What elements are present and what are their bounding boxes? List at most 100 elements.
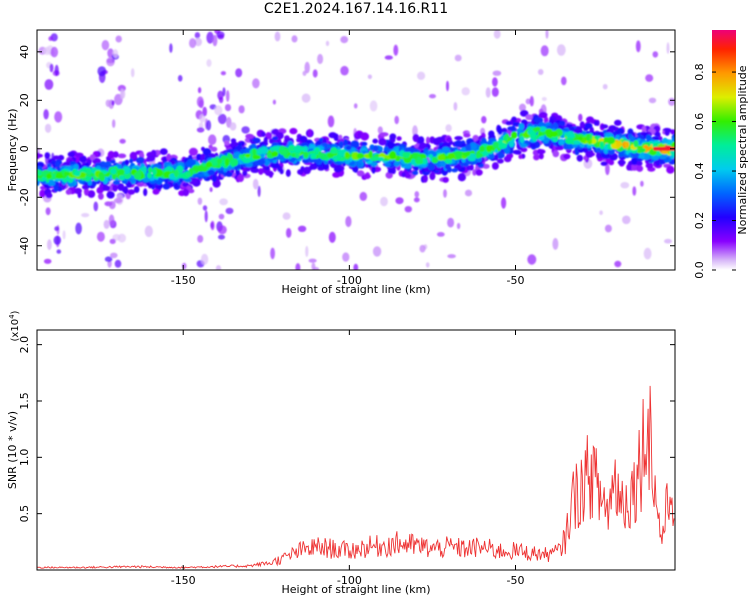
heatmap-bg-blob — [429, 94, 436, 99]
heatmap-cell — [482, 163, 490, 169]
heatmap-cell — [576, 154, 583, 162]
heatmap-bg-blob — [202, 106, 207, 117]
heatmap-cell — [202, 148, 212, 156]
heatmap-cell — [444, 163, 450, 170]
heatmap-cell — [361, 141, 368, 147]
colorbar-label: Normalized spectral amplitude — [736, 65, 749, 234]
heatmap-bg-blob — [204, 210, 208, 223]
heatmap-cell — [74, 170, 81, 177]
heatmap-bg-blob — [196, 127, 205, 133]
heatmap-cell — [338, 140, 344, 149]
heatmap-cell — [387, 142, 393, 149]
heatmap-bg-blob — [252, 78, 260, 89]
heatmap-bg-blob — [304, 61, 310, 74]
heatmap-bg-blob — [395, 197, 404, 205]
heatmap-cell — [356, 170, 365, 177]
heatmap-bg-blob — [202, 205, 208, 211]
heatmap-bg-blob — [120, 88, 124, 100]
heatmap-cell — [47, 179, 56, 187]
heatmap-cell — [207, 169, 215, 176]
heatmap-cell — [117, 183, 125, 191]
heatmap-cell — [572, 140, 581, 145]
heatmap-bg-blob — [328, 231, 336, 243]
heatmap-cell — [600, 161, 608, 166]
heatmap-cell — [418, 142, 427, 150]
heatmap-cell — [271, 150, 279, 158]
heatmap-bg-blob — [340, 36, 349, 44]
heatmap-cell — [463, 133, 471, 138]
heatmap-cell — [210, 146, 218, 152]
heatmap-cell — [442, 176, 449, 183]
heatmap-cell — [293, 145, 302, 153]
heatmap-bg-blob — [599, 210, 603, 215]
heatmap-bg-blob — [252, 178, 259, 190]
heatmap-cell — [536, 149, 546, 155]
x-tick-label: -100 — [337, 274, 362, 287]
heatmap-cell — [301, 146, 306, 152]
heatmap-cell — [530, 143, 536, 148]
heatmap-bg-blob — [177, 75, 183, 82]
heatmap-bg-blob — [456, 222, 461, 230]
heatmap-cell — [299, 135, 307, 142]
heatmap-cell — [609, 152, 618, 161]
heatmap-y-ticks: -40 -20 0 20 40 — [18, 45, 675, 255]
heatmap-cell — [98, 192, 104, 200]
heatmap-cell — [666, 165, 675, 174]
heatmap-cell — [497, 158, 504, 164]
heatmap-bg-blob — [311, 262, 316, 270]
x-tick-label: -150 — [171, 574, 196, 587]
heatmap-cell — [289, 127, 298, 135]
heatmap-cell — [146, 155, 156, 162]
heatmap-cell — [437, 154, 446, 161]
colorbar-tick-label: 0.6 — [693, 113, 706, 130]
x-tick-label: -100 — [337, 574, 362, 587]
heatmap-bg-blob — [197, 235, 204, 243]
heatmap-bg-blob — [286, 228, 292, 238]
heatmap-cell — [316, 140, 322, 146]
heatmap-cell — [502, 135, 508, 142]
heatmap-cell — [112, 180, 121, 185]
y-tick-label: 2.0 — [18, 336, 31, 354]
heatmap-cell — [242, 170, 248, 177]
heatmap-cell — [370, 161, 378, 167]
heatmap-cell — [664, 128, 670, 136]
snr-y-axis-label: SNR (10 * v/v) — [6, 411, 19, 489]
heatmap-bg-blob — [369, 100, 378, 112]
heatmap-bg-blob — [412, 125, 418, 137]
heatmap-cell — [257, 148, 262, 155]
heatmap-cell — [182, 182, 188, 187]
heatmap-cell — [469, 164, 474, 171]
heatmap-cell — [518, 123, 525, 131]
heatmap-cell — [152, 168, 157, 176]
heatmap-bg-blob — [620, 182, 630, 189]
heatmap-cell — [539, 126, 547, 132]
colorbar-tick-label: 0.2 — [693, 212, 706, 230]
heatmap-bg-blob — [96, 231, 105, 242]
heatmap-cell — [455, 152, 462, 160]
heatmap-cell — [387, 168, 394, 174]
heatmap-cell — [671, 136, 675, 143]
heatmap-bg-blob — [556, 44, 566, 56]
heatmap-bg-blob — [106, 57, 115, 67]
heatmap-x-axis-label: Height of straight line (km) — [281, 283, 430, 296]
heatmap-cell — [377, 146, 383, 153]
heatmap-cell — [256, 158, 266, 165]
heatmap-cell — [641, 125, 647, 134]
heatmap-cell — [265, 132, 273, 140]
heatmap-cell — [404, 173, 412, 179]
heatmap-bg-blob — [97, 66, 107, 77]
heatmap-cell — [488, 130, 495, 138]
heatmap-cell — [529, 131, 537, 140]
heatmap-bg-blob — [643, 247, 652, 260]
heatmap-bg-blob — [53, 235, 62, 245]
heatmap-cell — [511, 116, 517, 123]
heatmap-cell — [444, 159, 453, 164]
heatmap-bg-blob — [112, 49, 119, 58]
heatmap-cell — [563, 143, 569, 150]
colorbar-tick-label: 0.0 — [693, 261, 706, 279]
heatmap-cell — [428, 154, 434, 159]
heatmap-cell — [67, 151, 76, 158]
heatmap-bg-blob — [238, 105, 245, 114]
heatmap-cell — [211, 174, 217, 183]
heatmap-bg-blob — [235, 68, 243, 78]
